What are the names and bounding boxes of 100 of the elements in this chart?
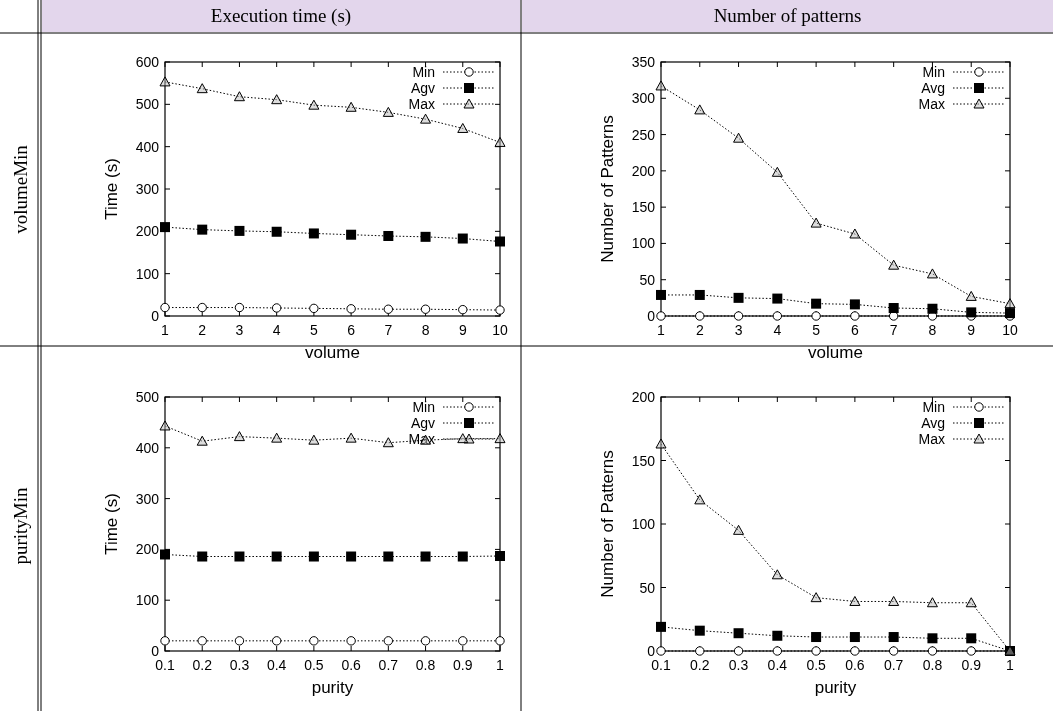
x-tick-label: 2 [198,322,207,338]
point [308,99,320,110]
point [271,636,282,646]
x-tick-label: 9 [967,322,976,338]
point [810,592,822,603]
point [495,551,505,561]
point [457,233,468,244]
point [271,432,283,443]
point [694,494,706,505]
x-tick-label: 7 [889,322,898,338]
y-tick-label: 200 [631,162,656,179]
x-tick-label: 5 [309,322,318,338]
point [457,551,468,562]
x-tick-label: 0.4 [767,657,788,673]
point [234,225,245,236]
point [733,646,744,656]
point [345,101,357,112]
y-tick-label: 0 [151,308,160,324]
point [733,292,744,303]
legend-label: Max [408,96,435,112]
point [233,431,245,442]
y-axis-title: Number of Patterns [598,450,617,598]
point [810,217,822,228]
legend-label: Min [412,64,435,80]
point [271,226,282,237]
point [271,94,283,105]
text: purityMin [10,486,31,565]
point [346,551,357,562]
point [695,311,705,321]
point [656,621,666,632]
point [234,551,245,562]
point [888,632,899,643]
point [346,304,356,314]
y-axis-title: Time (s) [102,493,121,555]
point [197,302,207,313]
x-tick-label: 0.9 [453,657,473,673]
point [965,290,977,301]
x-tick-label: 1 [657,322,666,338]
legend-label: Min [412,399,435,415]
point [308,434,320,445]
point [656,311,666,321]
point [849,228,861,239]
point [849,595,861,606]
legend-label: Min [922,399,945,415]
x-tick-label: 3 [734,322,743,338]
point [196,435,208,446]
point [197,636,207,646]
y-tick-label: 50 [639,579,656,596]
y-tick-label: 150 [631,199,656,216]
point [420,304,431,314]
point [850,646,860,656]
x-tick-label: 9 [458,322,467,338]
text: Execution time (s) [210,5,352,27]
point [271,303,282,313]
y-tick-label: 50 [639,271,656,288]
point [309,303,319,314]
point [382,106,394,117]
x-tick-label: 1 [1006,657,1015,673]
legend-label: Avg [921,415,945,431]
x-tick-label: 0.2 [690,657,710,673]
point [457,433,469,444]
point [849,632,860,643]
y-tick-label: 400 [135,138,160,155]
point [966,307,977,318]
point [346,636,356,646]
y-tick-label: 200 [631,389,656,405]
legend-label: Agv [410,415,435,431]
point [197,551,208,562]
legend-label: Avg [921,80,945,96]
x-tick-label: 0.5 [304,657,324,673]
y-tick-label: 600 [135,54,160,70]
point [966,633,977,644]
x-tick-label: 8 [421,322,430,338]
point [694,289,705,300]
y-axis-title: Number of Patterns [598,115,617,263]
text: Number of patterns [713,5,862,26]
point [694,104,706,115]
x-tick-label: 0.6 [845,657,865,673]
y-tick-label: 250 [631,126,656,143]
y-tick-label: 400 [135,439,160,456]
y-tick-label: 300 [631,90,656,107]
point [771,166,783,177]
point [420,113,432,124]
point [458,636,468,646]
point [495,305,505,315]
point [811,298,822,309]
y-tick-label: 200 [135,223,160,240]
x-tick-label: 0.8 [922,657,943,673]
point [495,236,505,247]
point [346,229,357,240]
point [927,633,938,644]
point [733,311,744,321]
x-tick-label: 0.7 [883,657,904,673]
x-tick-label: 10 [492,322,508,338]
x-tick-label: 0.1 [155,657,175,673]
point [233,91,245,102]
x-tick-label: 0.2 [192,657,213,673]
point [772,311,783,321]
y-tick-label: 0 [151,643,160,659]
point [420,231,431,242]
